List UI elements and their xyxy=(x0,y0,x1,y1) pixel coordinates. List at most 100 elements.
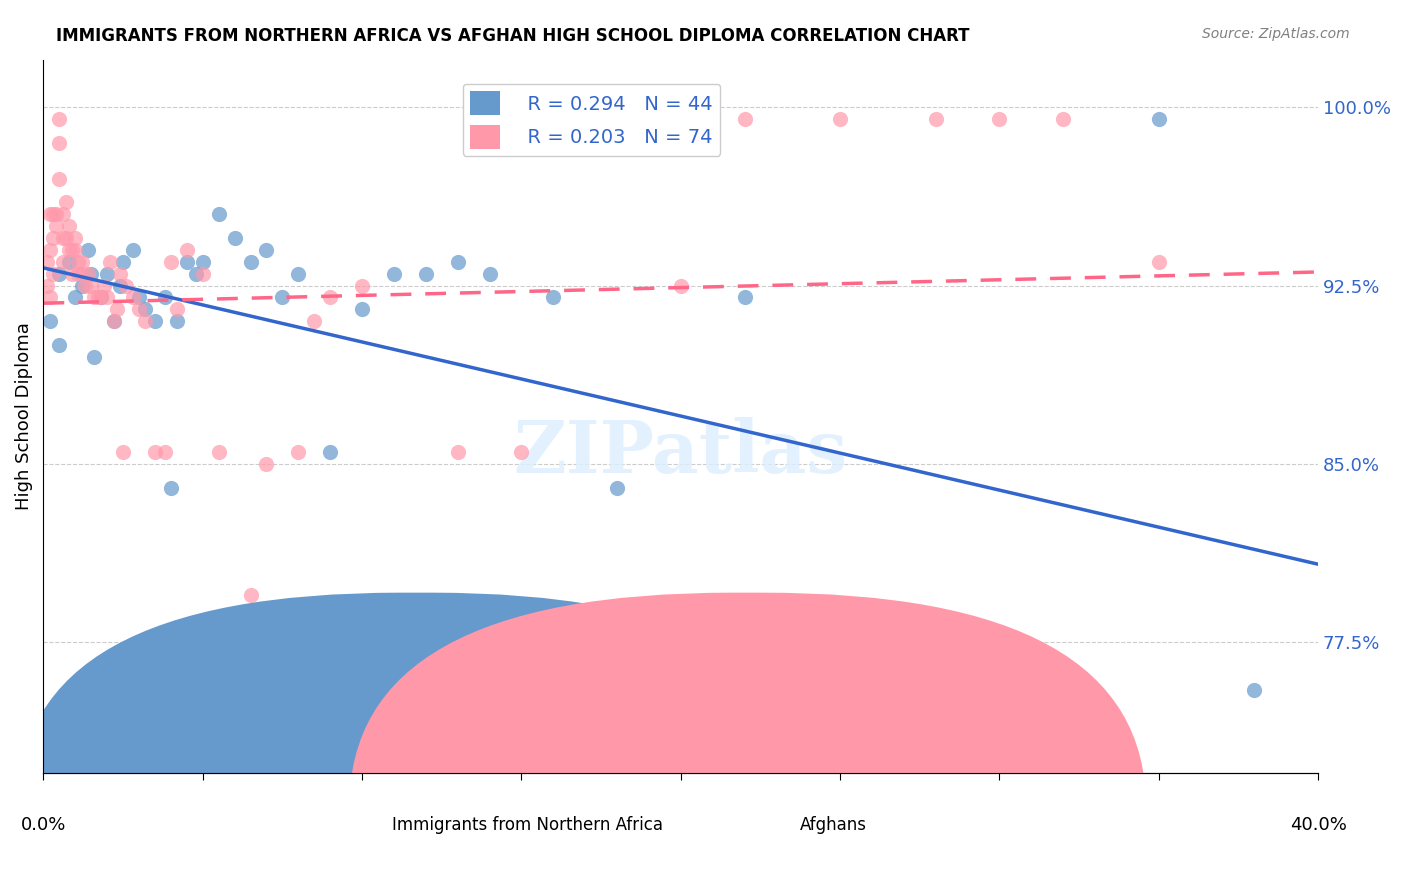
Point xyxy=(134,302,156,317)
Point xyxy=(734,290,756,304)
Point xyxy=(108,267,131,281)
Point xyxy=(38,207,60,221)
Point xyxy=(415,635,437,649)
Point xyxy=(77,243,100,257)
Point xyxy=(208,207,231,221)
Point xyxy=(478,267,501,281)
Point xyxy=(352,278,374,293)
Point xyxy=(121,290,143,304)
Point xyxy=(1243,682,1265,697)
Point xyxy=(134,314,156,328)
Point xyxy=(319,445,342,459)
Point xyxy=(112,254,135,268)
Point xyxy=(105,302,128,317)
Point xyxy=(90,290,112,304)
Text: ZIPatlas: ZIPatlas xyxy=(513,417,848,488)
Point xyxy=(73,278,96,293)
Point xyxy=(83,290,105,304)
Point xyxy=(51,254,73,268)
Point xyxy=(48,136,70,150)
Point xyxy=(352,302,374,317)
Point xyxy=(108,278,131,293)
Point xyxy=(669,682,692,697)
Point xyxy=(70,254,93,268)
Point xyxy=(51,207,73,221)
Point xyxy=(55,195,77,210)
Point xyxy=(48,112,70,126)
Point xyxy=(1147,254,1170,268)
Point xyxy=(543,112,565,126)
Point xyxy=(166,314,188,328)
Point xyxy=(80,278,103,293)
Point xyxy=(382,267,405,281)
Point xyxy=(830,112,852,126)
Point xyxy=(35,278,58,293)
Point xyxy=(510,445,533,459)
Point xyxy=(103,314,125,328)
Point xyxy=(42,207,65,221)
Point xyxy=(38,243,60,257)
Point xyxy=(734,112,756,126)
Point xyxy=(90,290,112,304)
Point xyxy=(48,171,70,186)
Point xyxy=(143,314,166,328)
Point xyxy=(166,302,188,317)
Point xyxy=(70,267,93,281)
Point xyxy=(669,278,692,293)
Point xyxy=(160,481,183,495)
Point xyxy=(224,624,246,638)
Point xyxy=(239,254,262,268)
Point xyxy=(153,445,176,459)
Point xyxy=(191,254,214,268)
Point xyxy=(128,290,150,304)
Point xyxy=(121,243,143,257)
Point xyxy=(191,267,214,281)
Point xyxy=(70,278,93,293)
Point xyxy=(415,267,437,281)
Point xyxy=(543,290,565,304)
Point xyxy=(153,290,176,304)
Point xyxy=(224,231,246,245)
Point xyxy=(58,243,80,257)
Point xyxy=(208,445,231,459)
Point xyxy=(606,611,628,625)
Point xyxy=(48,267,70,281)
Point xyxy=(96,290,118,304)
Point xyxy=(239,588,262,602)
Point xyxy=(58,219,80,233)
Legend:   R = 0.294   N = 44,   R = 0.203   N = 74: R = 0.294 N = 44, R = 0.203 N = 74 xyxy=(463,84,720,156)
Point xyxy=(60,243,83,257)
Point xyxy=(35,254,58,268)
Text: 40.0%: 40.0% xyxy=(1289,816,1347,834)
Point xyxy=(67,254,90,268)
Point xyxy=(38,290,60,304)
Text: Source: ZipAtlas.com: Source: ZipAtlas.com xyxy=(1202,27,1350,41)
Point xyxy=(925,112,948,126)
Point xyxy=(256,457,278,471)
Point xyxy=(55,231,77,245)
Y-axis label: High School Diploma: High School Diploma xyxy=(15,322,32,510)
Point xyxy=(176,254,198,268)
Text: 0.0%: 0.0% xyxy=(21,816,66,834)
Point xyxy=(51,231,73,245)
Point xyxy=(60,267,83,281)
Text: Afghans: Afghans xyxy=(800,816,868,834)
Point xyxy=(45,219,67,233)
Point xyxy=(112,445,135,459)
Point xyxy=(287,445,309,459)
Point xyxy=(65,231,87,245)
Point xyxy=(38,314,60,328)
Point xyxy=(287,267,309,281)
Point xyxy=(478,112,501,126)
Point xyxy=(382,635,405,649)
Point xyxy=(58,254,80,268)
Point xyxy=(271,624,294,638)
Point xyxy=(98,254,121,268)
Point xyxy=(176,243,198,257)
Point xyxy=(271,290,294,304)
FancyBboxPatch shape xyxy=(18,592,814,892)
Point xyxy=(67,267,90,281)
Point xyxy=(93,278,115,293)
Point xyxy=(1147,112,1170,126)
Point xyxy=(447,445,470,459)
